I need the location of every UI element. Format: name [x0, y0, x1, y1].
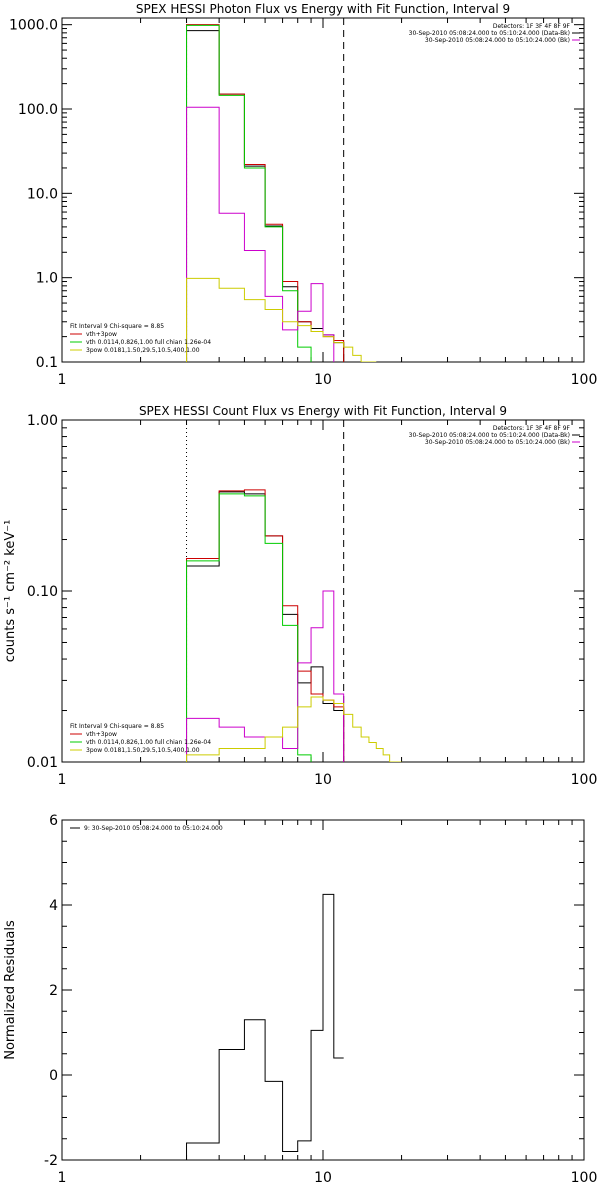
data-series-3: [186, 493, 312, 762]
data-series-1: [186, 491, 345, 762]
legend-label: Fit Interval 9 Chi-square = 8.85: [70, 723, 164, 730]
y-tick-label: 1000.0: [9, 18, 58, 34]
legend-label: 30-Sep-2010 05:08:24.000 to 05:10:24.000…: [409, 30, 570, 37]
y-tick-label: 0: [49, 1068, 58, 1084]
x-tick-label: 100: [571, 1170, 598, 1186]
data-series-1: [186, 893, 344, 1160]
x-tick-label: 100: [571, 772, 598, 788]
data-series-4: [186, 106, 335, 362]
legend-label: 30-Sep-2010 05:08:24.000 to 05:10:24.000…: [425, 439, 570, 446]
legend-label: 3pow 0.0181,1.50,29.5,10.5,400,1.00: [86, 347, 200, 354]
y-axis-label-2: counts s⁻¹ cm⁻² keV⁻¹: [3, 520, 18, 663]
x-tick-label: 10: [314, 1170, 332, 1186]
legend-label: vth+3pow: [86, 731, 117, 738]
y-tick-label: 6: [49, 813, 58, 829]
legend-label: Detectors: 1F 3F 4F 8F 9F: [493, 425, 571, 432]
y-tick-label: 4: [49, 898, 58, 914]
y-tick-label: 1.00: [27, 413, 58, 429]
legend-label: 30-Sep-2010 05:08:24.000 to 05:10:24.000…: [409, 432, 570, 439]
legend-label: Detectors: 1F 3F 4F 8F 9F: [493, 23, 571, 30]
legend-label: vth 0.0114,0.826,1.00 full chian 1.26e-0…: [86, 339, 211, 346]
y-tick-label: 0.01: [27, 755, 58, 771]
legend-label: Fit Interval 9 Chi-square = 8.85: [70, 323, 164, 330]
legend-label: vth+3pow: [86, 331, 117, 338]
y-tick-label: 1.0: [36, 271, 58, 287]
y-axis-label-3: Normalized Residuals: [3, 920, 18, 1060]
x-tick-label: 1: [58, 772, 67, 788]
x-tick-label: 10: [314, 772, 332, 788]
y-tick-label: 100.0: [18, 102, 58, 118]
data-series-3: [186, 24, 312, 362]
x-tick-label: 1: [58, 372, 67, 388]
x-tick-label: 100: [571, 372, 598, 388]
legend-label: 3pow 0.0181,1.50,29.5,10.5,400,1.00: [86, 747, 200, 754]
legend-label: 9: 30-Sep-2010 05:08:24.000 to 05:10:24.…: [84, 825, 223, 832]
data-series-5: [186, 696, 402, 762]
chart-title-2: SPEX HESSI Count Flux vs Energy with Fit…: [139, 404, 507, 418]
legend-label: 30-Sep-2010 05:08:24.000 to 05:10:24.000…: [425, 37, 570, 44]
y-tick-label: 2: [49, 983, 58, 999]
data-series-5: [186, 277, 377, 362]
x-tick-label: 10: [314, 372, 332, 388]
y-tick-label: -2: [44, 1153, 58, 1169]
y-tick-label: 0.10: [27, 584, 58, 600]
y-tick-label: 10.0: [27, 186, 58, 202]
legend-label: vth 0.0114,0.826,1.00 full chian 1.26e-0…: [86, 739, 211, 746]
data-series-4: [186, 590, 345, 762]
y-tick-label: 0.1: [36, 355, 58, 371]
chart-title-1: SPEX HESSI Photon Flux vs Energy with Fi…: [136, 2, 510, 16]
x-tick-label: 1: [58, 1170, 67, 1186]
